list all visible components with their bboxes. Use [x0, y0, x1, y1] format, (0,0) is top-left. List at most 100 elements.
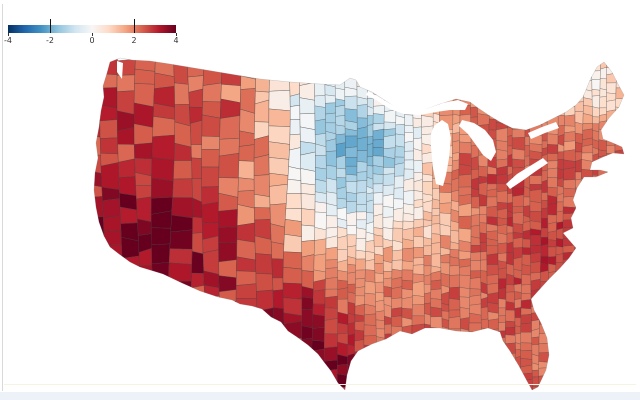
county-cell [356, 211, 367, 221]
county-cell [383, 277, 392, 288]
county-cell [423, 274, 432, 285]
county-cell [616, 279, 624, 290]
county-cell [489, 358, 499, 367]
county-cell [489, 365, 499, 376]
county-cell [606, 159, 616, 169]
county-cell [235, 317, 258, 342]
county-cell [470, 94, 478, 108]
county-cell [392, 220, 404, 229]
county-cell [471, 177, 480, 191]
county-cell [591, 88, 601, 97]
county-cell [202, 66, 223, 86]
county-cell [355, 258, 366, 271]
county-cell [498, 298, 507, 309]
county-cell [496, 93, 508, 104]
county-cell [607, 289, 618, 296]
county-cell [555, 253, 564, 263]
county-cell [449, 265, 460, 276]
county-cell [616, 288, 624, 300]
county-cell [450, 230, 460, 244]
county-cell [355, 278, 366, 289]
county-cell [289, 133, 301, 151]
county-cell [344, 58, 357, 65]
county-cell [363, 324, 377, 337]
county-cell [632, 165, 640, 176]
county-cell [634, 281, 640, 292]
county-cell [167, 280, 192, 304]
county-cell [412, 264, 425, 275]
county-cell [572, 356, 585, 367]
county-cell [623, 216, 624, 229]
county-cell [452, 86, 461, 97]
county-cell [574, 63, 585, 77]
county-cell [253, 154, 270, 176]
county-cell [323, 346, 338, 362]
county-cell [497, 366, 505, 378]
county-cell [531, 336, 540, 346]
county-cell [507, 154, 513, 167]
county-cell [634, 308, 640, 319]
county-cell [607, 243, 617, 253]
county-cell [520, 322, 532, 333]
colorbar-label-minus4: -4 [4, 36, 12, 45]
county-cell [590, 272, 600, 285]
county-cell [375, 299, 385, 313]
county-cell [313, 253, 327, 273]
county-cell [105, 334, 124, 350]
county-cell [94, 170, 103, 188]
county-cell [268, 141, 290, 160]
county-cell [626, 62, 635, 71]
county-cell [481, 355, 490, 369]
county-cell [625, 134, 633, 143]
county-cell [635, 330, 640, 339]
county-cell [606, 212, 616, 221]
county-cell [580, 197, 593, 210]
county-cell [269, 61, 290, 77]
county-cell [614, 142, 624, 152]
county-cell [402, 247, 414, 263]
county-cell [218, 226, 238, 244]
county-cell [513, 256, 523, 271]
county-cell [617, 326, 624, 339]
county-cell [608, 343, 619, 355]
county-cell [469, 294, 482, 306]
county-cell [204, 295, 220, 312]
county-cell [431, 253, 441, 268]
county-cell [480, 259, 488, 272]
county-cell [563, 187, 576, 198]
county-cell [470, 106, 478, 118]
county-cell [479, 232, 487, 244]
county-cell [506, 273, 515, 286]
county-cell [100, 162, 120, 190]
county-cell [498, 315, 506, 323]
county-cell [273, 307, 285, 325]
county-cell [311, 365, 325, 377]
county-cell [239, 108, 256, 134]
county-cell [573, 307, 584, 318]
county-cell [488, 341, 499, 352]
county-cell [622, 303, 624, 317]
county-cell [541, 192, 548, 201]
county-cell [346, 225, 357, 236]
county-cell [219, 98, 241, 119]
county-cell [574, 251, 582, 263]
county-cell [606, 82, 617, 95]
county-cell [298, 61, 315, 78]
county-cell [548, 308, 556, 322]
county-cell [583, 65, 592, 73]
county-cell [504, 342, 516, 354]
county-cell [547, 246, 557, 258]
county-cell [451, 190, 459, 203]
county-cell [187, 336, 208, 357]
county-cell [432, 58, 441, 66]
county-cell [606, 167, 615, 179]
county-cell [285, 349, 303, 365]
county-cell [635, 365, 640, 376]
county-cell [133, 123, 154, 145]
county-cell [284, 219, 302, 237]
county-cell [376, 355, 386, 368]
county-cell [539, 324, 550, 334]
county-cell [367, 78, 374, 89]
county-cell [396, 58, 405, 59]
county-cell [404, 114, 414, 126]
